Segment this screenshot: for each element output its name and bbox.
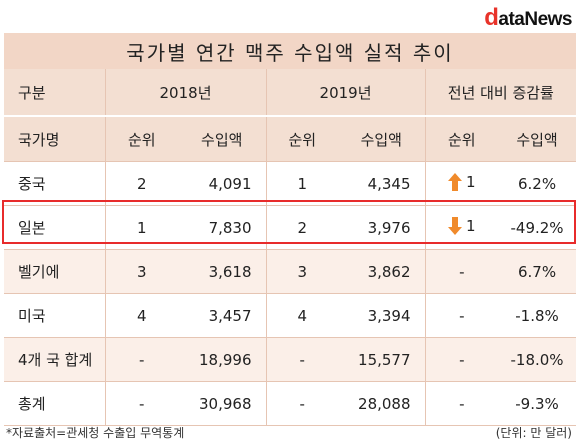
source-note: *자료출처=관세청 수출입 무역통계: [6, 426, 185, 440]
table-row: 벨기에 3 3,618 3 3,862 - 6.7%: [4, 249, 577, 294]
unit-note: (단위: 만 달러): [495, 426, 572, 440]
header-rank-2018: 순위: [104, 116, 178, 162]
rank-2018-cell: -: [104, 337, 178, 382]
rate-cell: -18.0%: [498, 337, 577, 382]
rank-change-value: 1: [466, 172, 476, 191]
country-cell: 4개 국 합계: [4, 337, 105, 382]
header-year-2018: 2018년: [104, 69, 267, 117]
header-amount-2018: 수입액: [178, 116, 267, 162]
amount-2019-cell: 3,394: [338, 293, 426, 338]
datanews-logo: d ataNews: [484, 6, 572, 30]
country-cell: 중국: [4, 161, 105, 206]
header-rank-2019: 순위: [265, 116, 339, 162]
rank-change-value: 1: [466, 216, 476, 235]
rank-change-cell: -: [424, 249, 499, 294]
rank-change-cell: 1: [424, 205, 499, 250]
rank-2018-cell: 2: [104, 161, 178, 206]
header-country: 국가명: [4, 116, 105, 162]
logo-initial: d: [484, 4, 499, 31]
table-row: 총계 - 30,968 - 28,088 - -9.3%: [4, 381, 577, 426]
page-title: 국가별 연간 맥주 수입액 실적 추이: [126, 40, 454, 65]
rank-2018-cell: 3: [104, 249, 178, 294]
header-change: 전년 대비 증감률: [424, 69, 577, 117]
logo-text: ataNews: [498, 9, 572, 30]
header-rate: 수입액: [498, 116, 577, 162]
amount-2018-cell: 18,996: [178, 337, 267, 382]
amount-2019-cell: 3,862: [338, 249, 426, 294]
header-category: 구분: [4, 69, 105, 117]
amount-2018-cell: 3,618: [178, 249, 267, 294]
table-row: 중국 2 4,091 1 4,345 1 6.2%: [4, 161, 577, 206]
rank-2018-cell: 1: [104, 205, 178, 250]
amount-2018-cell: 3,457: [178, 293, 267, 338]
amount-2018-cell: 30,968: [178, 381, 267, 426]
country-cell: 미국: [4, 293, 105, 338]
amount-2019-cell: 28,088: [338, 381, 426, 426]
rank-change-cell: -: [424, 337, 499, 382]
amount-2019-cell: 15,577: [338, 337, 426, 382]
amount-2019-cell: 4,345: [338, 161, 426, 206]
rank-2018-cell: -: [104, 381, 178, 426]
amount-2018-cell: 7,830: [178, 205, 267, 250]
rank-change-cell: -: [424, 381, 499, 426]
rank-2019-cell: -: [265, 381, 339, 426]
header-row-1: 구분 2018년 2019년 전년 대비 증감률: [4, 69, 577, 117]
rank-change-cell: 1: [424, 161, 499, 206]
rate-cell: -1.8%: [498, 293, 577, 338]
up-arrow-icon: [448, 172, 462, 191]
table-row: 4개 국 합계 - 18,996 - 15,577 - -18.0%: [4, 337, 577, 382]
table-row: 미국 4 3,457 4 3,394 - -1.8%: [4, 293, 577, 338]
rank-2019-cell: 3: [265, 249, 339, 294]
rate-cell: 6.7%: [498, 249, 577, 294]
header-row-2: 국가명 순위 수입액 순위 수입액 순위 수입액: [4, 116, 577, 162]
country-cell: 벨기에: [4, 249, 105, 294]
rank-change-cell: -: [424, 293, 499, 338]
header-year-2019: 2019년: [265, 69, 426, 117]
rank-2019-cell: -: [265, 337, 339, 382]
down-arrow-icon: [448, 216, 462, 235]
table-row: 일본 1 7,830 2 3,976 1 -49.2%: [4, 205, 577, 250]
amount-2018-cell: 4,091: [178, 161, 267, 206]
rank-2019-cell: 1: [265, 161, 339, 206]
rank-2019-cell: 4: [265, 293, 339, 338]
rate-cell: -49.2%: [498, 205, 577, 250]
import-table: 구분 2018년 2019년 전년 대비 증감률 국가명 순위 수입액 순위 수…: [4, 69, 577, 426]
rank-2019-cell: 2: [265, 205, 339, 250]
header-amount-2019: 수입액: [338, 116, 426, 162]
rank-2018-cell: 4: [104, 293, 178, 338]
header-rank-change: 순위: [424, 116, 499, 162]
rate-cell: -9.3%: [498, 381, 577, 426]
country-cell: 일본: [4, 205, 105, 250]
amount-2019-cell: 3,976: [338, 205, 426, 250]
title-bar: 국가별 연간 맥주 수입액 실적 추이: [4, 33, 576, 69]
rate-cell: 6.2%: [498, 161, 577, 206]
country-cell: 총계: [4, 381, 105, 426]
